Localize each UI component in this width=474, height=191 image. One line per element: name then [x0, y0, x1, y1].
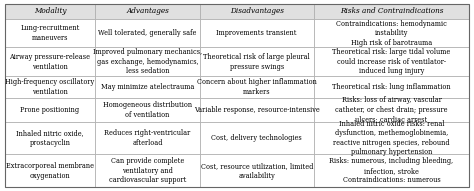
Text: Theoretical risk: lung inflammation: Theoretical risk: lung inflammation [332, 83, 451, 91]
Text: Risks: numerous, including bleeding,
infection, stroke
Contraindications: numero: Risks: numerous, including bleeding, inf… [329, 157, 454, 184]
Text: Theoretical risk: large tidal volume
could increase risk of ventilator-
induced : Theoretical risk: large tidal volume cou… [332, 48, 451, 75]
Bar [314, 47, 469, 76]
Text: Variable response, resource-intensive: Variable response, resource-intensive [194, 106, 319, 114]
Bar [314, 98, 469, 122]
Text: Cost, resource utilization, limited
availability: Cost, resource utilization, limited avai… [201, 162, 313, 180]
Text: Extracorporeal membrane
oxygenation: Extracorporeal membrane oxygenation [6, 162, 94, 180]
Text: Well tolerated, generally safe: Well tolerated, generally safe [99, 29, 197, 37]
Text: Reduces right-ventricular
afterload: Reduces right-ventricular afterload [104, 129, 191, 147]
Text: Contraindications: hemodynamic
instability
High risk of barotrauma: Contraindications: hemodynamic instabili… [336, 19, 447, 47]
Text: Risks and Contraindications: Risks and Contraindications [340, 7, 443, 15]
Text: Advantages: Advantages [126, 7, 169, 15]
Bar [5, 155, 95, 187]
Text: Inhaled nitric oxide,
prostacyclin: Inhaled nitric oxide, prostacyclin [16, 129, 84, 147]
Bar [314, 19, 469, 47]
Text: Disadvantages: Disadvantages [230, 7, 284, 15]
Bar [200, 76, 314, 98]
Text: Prone positioning: Prone positioning [20, 106, 80, 114]
Text: Improvements transient: Improvements transient [217, 29, 297, 37]
Text: High-frequency oscillatory
ventilation: High-frequency oscillatory ventilation [6, 78, 95, 96]
Text: Can provide complete
ventilatory and
cardiovascular support: Can provide complete ventilatory and car… [109, 157, 186, 184]
Bar [5, 122, 95, 155]
Bar [200, 47, 314, 76]
Text: Risks: loss of airway, vascular
catheter, or chest drain; pressure
ulcers; cardi: Risks: loss of airway, vascular catheter… [335, 96, 448, 123]
Bar [314, 155, 469, 187]
Text: Lung-recruitment
maneuvers: Lung-recruitment maneuvers [20, 24, 80, 42]
Bar [314, 76, 469, 98]
Bar [200, 122, 314, 155]
Text: Airway pressure-release
ventilation: Airway pressure-release ventilation [9, 53, 91, 70]
Bar [95, 98, 200, 122]
Bar [5, 76, 95, 98]
Bar [95, 47, 200, 76]
Bar [95, 122, 200, 155]
Bar [200, 4, 314, 19]
Bar [200, 19, 314, 47]
Bar [200, 98, 314, 122]
Bar [95, 4, 200, 19]
Text: Modality: Modality [34, 7, 66, 15]
Bar [5, 47, 95, 76]
Bar [5, 98, 95, 122]
Bar [314, 4, 469, 19]
Bar [95, 76, 200, 98]
Bar [314, 122, 469, 155]
Bar [5, 19, 95, 47]
Text: May minimize atelectrauma: May minimize atelectrauma [101, 83, 194, 91]
Text: Theoretical risk of large pleural
pressure swings: Theoretical risk of large pleural pressu… [203, 53, 310, 70]
Bar [95, 19, 200, 47]
Text: Inhaled nitric oxide risks: renal
dysfunction, methemoglobinemia,
reactive nitro: Inhaled nitric oxide risks: renal dysfun… [333, 120, 450, 156]
Bar [95, 155, 200, 187]
Text: Homogeneous distribution
of ventilation: Homogeneous distribution of ventilation [103, 101, 192, 119]
Text: Improved pulmonary mechanics,
gas exchange, hemodynamics,
less sedation: Improved pulmonary mechanics, gas exchan… [93, 48, 202, 75]
Text: Concern about higher inflammation
markers: Concern about higher inflammation marker… [197, 78, 317, 96]
Bar [5, 4, 95, 19]
Bar [200, 155, 314, 187]
Text: Cost, delivery technologies: Cost, delivery technologies [211, 134, 302, 142]
